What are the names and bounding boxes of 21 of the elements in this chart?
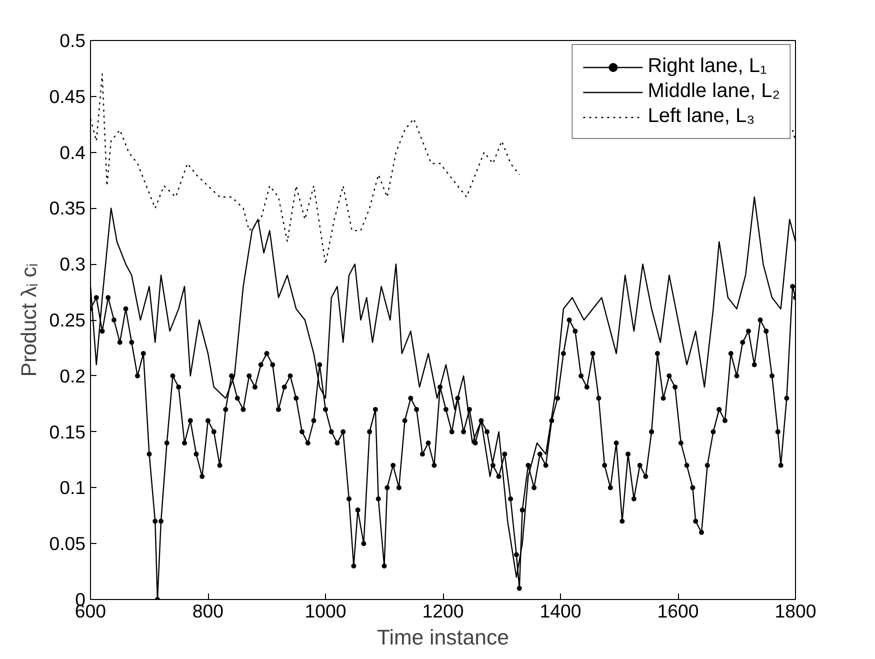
legend-label: Middle lane, L₂ (648, 80, 780, 103)
y-tick-label: 0.5 (60, 30, 86, 51)
y-tick-label: 0.25 (49, 310, 86, 330)
x-tick-label: 1000 (304, 600, 346, 622)
x-axis-title: Time instance (377, 626, 509, 650)
y-tick-label: 0.05 (49, 533, 86, 554)
x-tick-label: 1400 (540, 600, 582, 622)
x-tick-label: 1600 (657, 600, 699, 622)
y-tick-label: 0.3 (60, 254, 86, 275)
legend-label: Left lane, L₃ (648, 105, 755, 128)
x-tick-label: 800 (192, 600, 224, 622)
y-tick-label: 0.1 (60, 477, 86, 498)
legend-label: Right lane, L₁ (648, 55, 767, 78)
y-tick-label: 0.35 (49, 198, 86, 219)
y-tick-label: 0.45 (49, 86, 86, 107)
x-tick-label: 1800 (774, 600, 816, 622)
y-tick-label: 0.2 (60, 365, 86, 386)
y-axis-title: Product λᵢ cᵢ (17, 263, 42, 377)
y-tick-label: 0.15 (49, 421, 86, 442)
y-tick-label: 0.4 (60, 142, 86, 163)
x-tick-label: 1200 (422, 600, 464, 622)
